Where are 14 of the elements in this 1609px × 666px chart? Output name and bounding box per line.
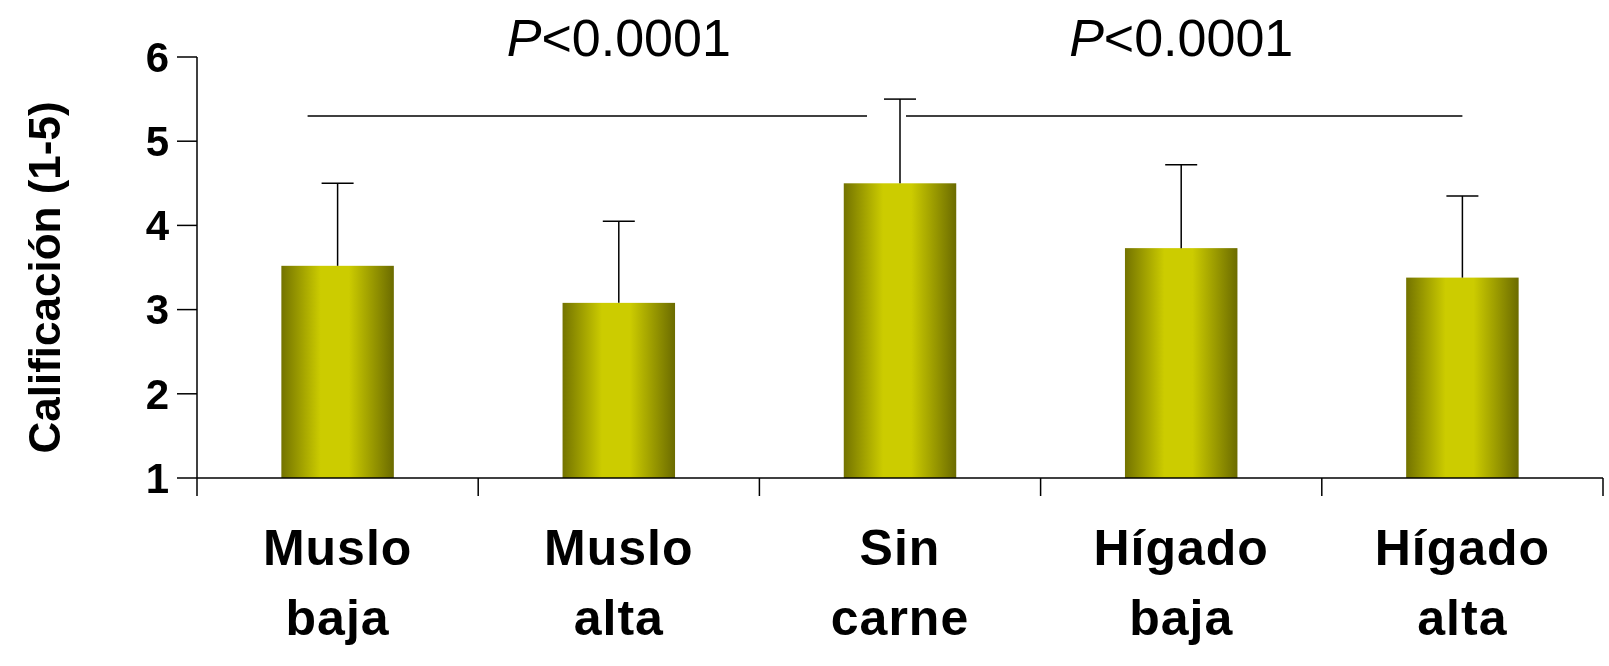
y-tick-label: 5 bbox=[145, 117, 169, 165]
y-tick-label: 4 bbox=[145, 202, 170, 250]
y-tick-label: 6 bbox=[145, 33, 169, 81]
annotation: P<0.0001 bbox=[1069, 9, 1294, 67]
x-tick-label: Muslo baja bbox=[262, 520, 413, 646]
y-axis-title: Calificación (1-5) bbox=[20, 101, 69, 454]
x-tick-label: Sin carne bbox=[830, 520, 970, 646]
annotation: P<0.0001 bbox=[506, 9, 731, 67]
y-tick-label: 2 bbox=[145, 370, 169, 418]
x-tick-label: Hígado baja bbox=[1093, 520, 1269, 646]
y-tick-label: 1 bbox=[145, 454, 169, 502]
x-tick-label: Hígado alta bbox=[1374, 520, 1551, 646]
y-tick-label: 3 bbox=[145, 286, 169, 334]
x-tick-label: Muslo alta bbox=[544, 520, 694, 646]
